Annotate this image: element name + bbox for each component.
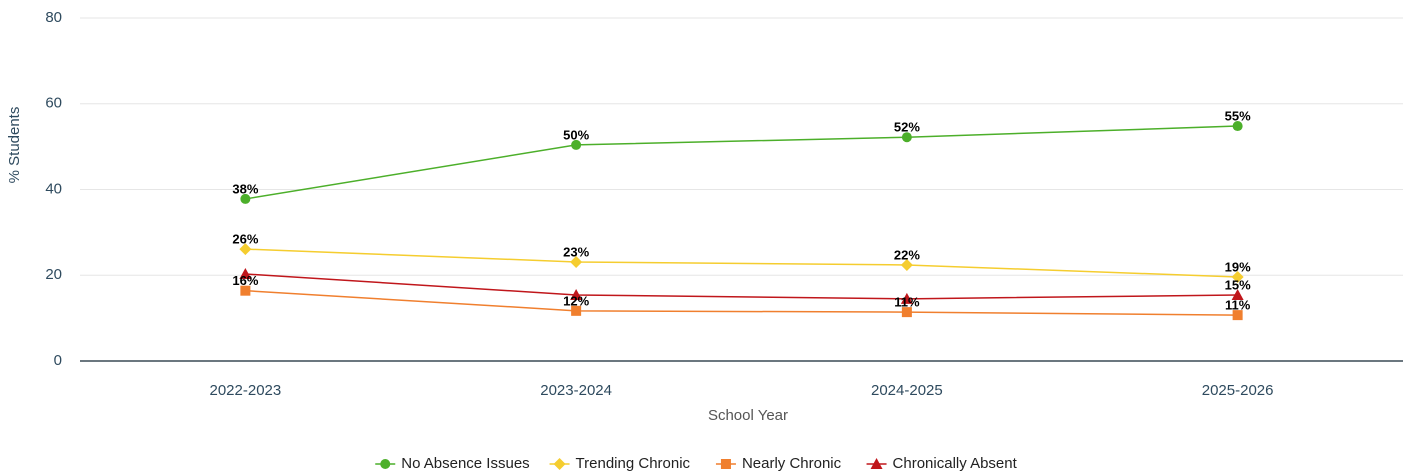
y-tick-label: 60 — [45, 95, 62, 112]
value-label: 15% — [1225, 277, 1251, 292]
legend-item: No Absence Issues — [375, 455, 530, 472]
value-label: 23% — [563, 244, 589, 259]
value-label: 52% — [894, 120, 920, 135]
value-label: 38% — [232, 181, 258, 196]
legend-label: No Absence Issues — [401, 455, 529, 472]
value-label: 11% — [894, 295, 920, 310]
value-label: 55% — [1225, 108, 1251, 123]
legend-item: Nearly Chronic — [715, 455, 842, 472]
x-tick-label: 2024-2025 — [871, 382, 943, 399]
data-point — [240, 193, 251, 204]
legend-marker — [870, 458, 883, 469]
legend-item: Chronically Absent — [866, 455, 1018, 472]
data-point — [1231, 288, 1244, 300]
series-line — [245, 273, 1238, 300]
legend-label: Trending Chronic — [576, 455, 691, 472]
data-point — [571, 305, 582, 316]
data-point — [900, 292, 913, 304]
data-point — [240, 285, 251, 296]
data-point — [900, 258, 913, 271]
value-label: 16% — [232, 273, 258, 288]
value-label: 11% — [1225, 298, 1251, 313]
value-label: 19% — [1225, 259, 1251, 274]
x-tick-label: 2022-2023 — [210, 382, 282, 399]
y-tick-label: 0 — [54, 352, 62, 369]
y-tick-label: 40 — [45, 180, 62, 197]
data-point — [1232, 121, 1243, 132]
x-tick-label: 2023-2024 — [540, 382, 612, 399]
data-point — [571, 139, 582, 150]
series-line — [245, 125, 1238, 200]
value-label: 12% — [563, 293, 589, 308]
value-label: 50% — [563, 127, 589, 142]
legend-marker — [380, 459, 391, 469]
legend-item: Trending Chronic — [549, 455, 691, 472]
data-point — [1231, 270, 1244, 283]
value-label: 22% — [894, 247, 920, 262]
data-point — [239, 243, 252, 256]
legend-marker — [720, 459, 731, 469]
data-point — [901, 132, 912, 143]
value-label: 26% — [232, 232, 258, 247]
x-axis-title: School Year — [708, 407, 788, 424]
x-tick-label: 2025-2026 — [1202, 382, 1274, 399]
y-axis-title: % Students — [6, 107, 23, 184]
series-line — [245, 289, 1238, 316]
y-tick-label: 20 — [45, 266, 62, 283]
legend-label: Chronically Absent — [893, 455, 1018, 472]
legend-label: Nearly Chronic — [742, 455, 842, 472]
data-point — [570, 255, 583, 268]
data-point — [901, 307, 912, 318]
series-line — [245, 248, 1238, 278]
data-point — [570, 288, 583, 300]
y-tick-label: 80 — [45, 9, 62, 26]
legend-marker — [553, 458, 566, 470]
data-point — [1232, 310, 1243, 321]
data-point — [239, 267, 252, 279]
